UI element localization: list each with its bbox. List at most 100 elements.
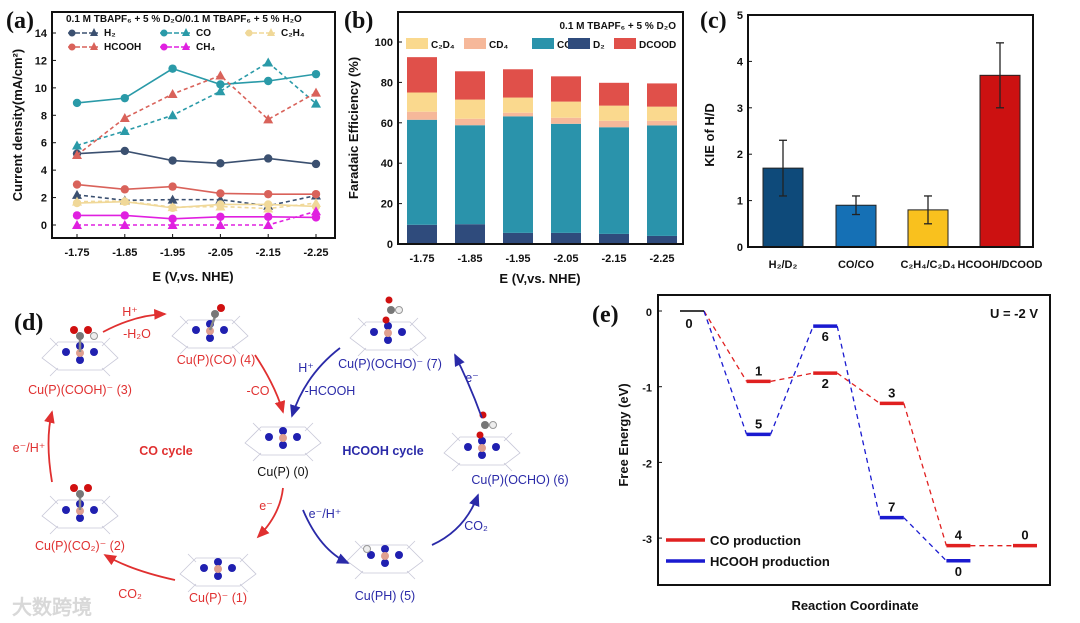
carbon-atom xyxy=(387,306,395,314)
data-point-circle xyxy=(311,213,321,222)
nitrogen-atom xyxy=(478,451,486,459)
bar-segment-CO xyxy=(503,116,533,233)
watermark: 大数跨境 xyxy=(12,595,92,619)
bar-segment-CO xyxy=(599,127,629,234)
y-tick-label: 80 xyxy=(381,77,393,89)
copper-atom xyxy=(478,444,486,452)
arrow-2-to-3 xyxy=(44,410,55,483)
panel-d-catalytic-cycle-diagram: Cu(P)(COOH)⁻ (3) Cu(P)(CO) (4) Cu(P)(OCHO)… xyxy=(12,296,569,619)
species-label-3: Cu(P)(COOH)⁻ (3) xyxy=(28,383,132,397)
data-point-triangle xyxy=(167,89,178,99)
x-axis-label: Reaction Coordinate xyxy=(791,598,918,613)
data-point-circle xyxy=(264,189,273,199)
nitrogen-atom xyxy=(381,545,389,553)
bar-segment-C₂D₄ xyxy=(599,105,629,121)
copper-atom xyxy=(384,329,392,337)
step-label: -HCOOH xyxy=(305,384,356,398)
energy-level-label: 1 xyxy=(755,363,762,378)
nitrogen-atom xyxy=(478,437,486,445)
nitrogen-atom xyxy=(464,443,472,451)
legend-triangle-marker xyxy=(90,42,98,50)
oxygen-atom xyxy=(70,326,78,334)
y-tick-label: 0 xyxy=(41,220,47,232)
energy-level-label: 4 xyxy=(955,528,963,543)
data-point-triangle xyxy=(215,70,226,80)
connector-line xyxy=(836,372,881,404)
hcooh-cycle-label: HCOOH cycle xyxy=(342,444,423,458)
data-point-triangle xyxy=(72,150,82,160)
bar-segment-CO xyxy=(455,125,485,225)
hydrogen-atom xyxy=(489,421,497,429)
step-label: H⁺ xyxy=(298,361,314,375)
data-point-circle xyxy=(216,80,225,89)
y-tick-label: 100 xyxy=(375,37,393,49)
data-point-triangle xyxy=(72,196,82,206)
y-tick-label: 5 xyxy=(737,10,743,22)
porphyrin-ring xyxy=(346,544,424,574)
bar-segment-CD₄ xyxy=(455,118,485,126)
legend-swatch xyxy=(406,38,428,49)
legend-triangle-marker xyxy=(182,28,190,36)
y-tick-label: 12 xyxy=(35,55,47,67)
x-tick-label: -1.75 xyxy=(64,247,89,259)
y-tick-label: 40 xyxy=(381,158,393,170)
step-label: e⁻ xyxy=(465,371,479,385)
data-point-triangle xyxy=(72,220,82,229)
copper-atom xyxy=(279,434,287,442)
series-line-circle xyxy=(76,150,317,165)
data-point-triangle xyxy=(167,110,178,120)
molecule-0 xyxy=(244,422,322,462)
data-point-circle xyxy=(216,189,225,198)
data-point-triangle xyxy=(263,114,274,124)
data-point-triangle xyxy=(167,220,178,229)
porphyrin-arm xyxy=(354,540,416,580)
series-line-triangle xyxy=(76,200,317,210)
porphyrin-ring xyxy=(41,341,119,371)
bar-segment-D₂ xyxy=(551,232,581,244)
data-point-triangle xyxy=(119,220,130,229)
bar-segment-C₂D₄ xyxy=(647,106,677,121)
oxygen-atom xyxy=(385,296,393,304)
data-point-circle xyxy=(311,69,321,79)
series-line-circle xyxy=(76,183,316,195)
nitrogen-atom xyxy=(90,506,98,514)
legend-label: C₂H₄ xyxy=(281,28,305,39)
nitrogen-atom xyxy=(279,441,287,449)
panel-e-free-energy-diagram: 1 2 3 4 0 5 6 7 0 0 0 -1 -2 -3 U = -2 V Reaction Coordi… xyxy=(592,294,1051,613)
carbon-atom xyxy=(481,421,489,429)
data-point-circle xyxy=(168,214,177,224)
porphyrin-ring xyxy=(443,436,521,466)
molecule-6 xyxy=(443,411,521,472)
y-tick-label: -2 xyxy=(642,458,652,470)
bar-segment-DCOOD xyxy=(599,82,629,106)
legend-label: HCOOH production xyxy=(710,554,830,569)
nitrogen-atom xyxy=(90,348,98,356)
legend-label: H₂ xyxy=(104,28,116,39)
y-axis-label: Current density(mA/cm²) xyxy=(10,49,25,201)
plot-frame xyxy=(657,294,1051,586)
y-tick-label: 14 xyxy=(35,28,48,40)
energy-level-label: 6 xyxy=(822,329,829,344)
energy-level-label: 3 xyxy=(888,385,895,400)
legend-swatch xyxy=(568,38,590,49)
plot-frame xyxy=(51,11,336,239)
y-tick-label: 10 xyxy=(35,83,47,95)
copper-atom xyxy=(76,507,84,515)
nitrogen-atom xyxy=(192,326,200,334)
data-point-triangle xyxy=(263,203,274,213)
bar-segment-CO xyxy=(407,119,437,225)
x-tick-label: H₂/D₂ xyxy=(769,259,798,271)
nitrogen-atom xyxy=(395,551,403,559)
hydrogen-atom xyxy=(395,306,403,314)
nitrogen-atom xyxy=(206,334,214,342)
legend-label: CD₄ xyxy=(489,40,508,51)
chart-title: 0.1 M TBAPF₆ + 5 % D₂O/0.1 M TBAPF₆ + 5 … xyxy=(66,14,302,25)
carbon-atom xyxy=(211,310,219,318)
panel-label-e: (e) xyxy=(592,302,619,328)
y-tick-label: 2 xyxy=(41,193,47,205)
nitrogen-atom xyxy=(200,564,208,572)
data-point-triangle xyxy=(119,126,130,136)
species-label-7: Cu(P)(OCHO)⁻ (7) xyxy=(338,357,442,371)
nitrogen-atom xyxy=(384,322,392,330)
y-axis-label: KIE of H/D xyxy=(702,103,717,167)
